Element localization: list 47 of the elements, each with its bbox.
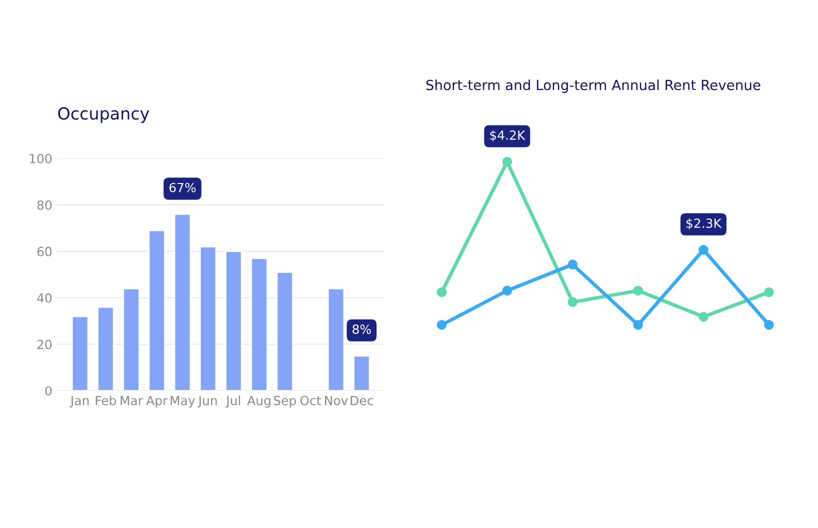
x-tick-label: Jun: [198, 396, 217, 408]
x-tick-label: Nov: [325, 396, 348, 406]
bar: [174, 213, 192, 391]
bar: [199, 246, 217, 391]
y-tick-label: 80: [37, 200, 52, 210]
x-tick-label: Jan: [70, 396, 89, 408]
x-tick-label: May: [170, 396, 196, 408]
point: [698, 244, 708, 255]
bar: [353, 355, 370, 391]
annotation: 67%: [169, 182, 196, 192]
point: [633, 320, 643, 330]
y-tick-label: 60: [37, 246, 52, 256]
x-tick-label: Jul: [225, 396, 240, 408]
point: [502, 286, 512, 296]
point: [633, 286, 643, 296]
bar: [225, 250, 242, 391]
x-tick-label: Aug: [247, 396, 270, 408]
x-tick-label: Dec: [350, 396, 373, 406]
annotation: $2.3K: [686, 218, 722, 230]
point: [502, 156, 512, 167]
point: [568, 297, 578, 307]
bar: [327, 288, 345, 391]
chart-title: Short-term and Long-term Annual Rent Revenue: [426, 80, 760, 93]
chart-title: Occupancy: [58, 107, 150, 123]
point: [764, 287, 774, 298]
bar: [250, 258, 268, 391]
point: [568, 260, 578, 270]
point: [698, 312, 708, 322]
bar: [122, 288, 140, 391]
y-tick-label: 20: [37, 340, 52, 350]
annotation: 8%: [352, 324, 371, 334]
y-tick-label: 40: [37, 293, 52, 303]
x-tick-label: Apr: [146, 396, 168, 408]
point: [764, 320, 774, 330]
x-tick-label: Sep: [274, 396, 296, 408]
x-tick-label: Oct: [300, 396, 321, 406]
bar: [148, 230, 166, 391]
point: [436, 287, 447, 298]
bar: [276, 272, 294, 391]
bar: [97, 306, 114, 391]
x-tick-label: Mar: [120, 396, 144, 406]
y-tick-label: 100: [30, 154, 52, 164]
bar: [71, 316, 89, 391]
text: $4.2K: [490, 130, 526, 142]
y-tick-label: 0: [45, 386, 52, 396]
point: [436, 320, 447, 330]
x-tick-label: Feb: [96, 396, 116, 406]
